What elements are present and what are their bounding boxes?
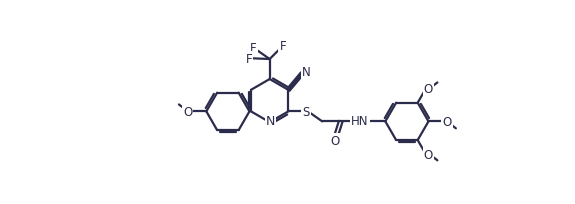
Text: O: O (442, 115, 451, 128)
Text: F: F (246, 52, 252, 65)
Text: F: F (279, 40, 286, 53)
Text: S: S (302, 105, 310, 118)
Text: O: O (424, 148, 433, 161)
Text: O: O (183, 105, 193, 118)
Text: N: N (266, 115, 275, 128)
Text: O: O (424, 83, 433, 96)
Text: HN: HN (351, 115, 369, 128)
Text: O: O (331, 134, 340, 147)
Text: F: F (250, 42, 257, 55)
Text: N: N (302, 66, 310, 79)
